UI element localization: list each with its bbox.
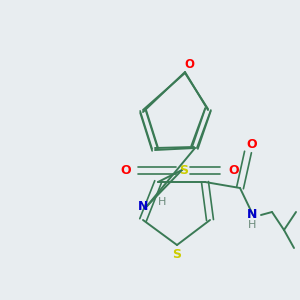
Text: H: H <box>158 197 166 207</box>
Text: O: O <box>229 164 239 176</box>
Text: O: O <box>184 58 194 71</box>
Text: O: O <box>247 139 257 152</box>
Text: O: O <box>121 164 131 176</box>
Text: S: S <box>179 164 188 176</box>
Text: S: S <box>172 248 182 260</box>
Text: N: N <box>247 208 257 220</box>
Text: N: N <box>138 200 148 212</box>
Text: H: H <box>248 220 256 230</box>
